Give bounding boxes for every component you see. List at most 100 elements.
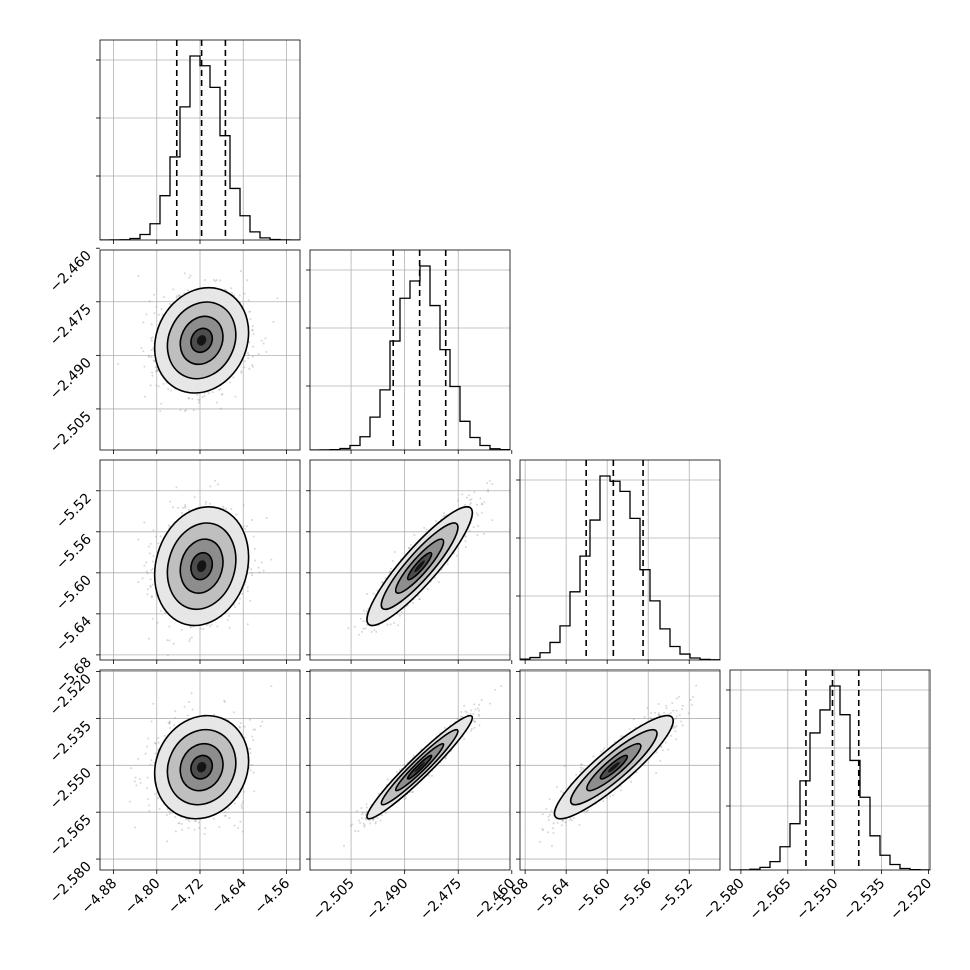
scatter-point	[147, 637, 150, 640]
scatter-point	[153, 312, 156, 315]
scatter-point	[184, 409, 187, 412]
scatter-point	[248, 310, 251, 313]
scatter-point	[214, 280, 217, 283]
scatter-point	[250, 571, 253, 574]
scatter-point	[423, 526, 426, 529]
scatter-point	[187, 397, 190, 400]
scatter-point	[247, 354, 250, 357]
scatter-point	[231, 292, 234, 295]
scatter-point	[152, 702, 155, 705]
scatter-point	[218, 388, 221, 391]
density-level-4	[196, 335, 207, 346]
scatter-point	[181, 828, 184, 831]
y-tick-label: −5.60	[53, 572, 95, 614]
scatter-point	[203, 278, 206, 281]
scatter-point	[179, 409, 182, 412]
contour-3	[190, 551, 214, 581]
scatter-point	[116, 363, 119, 366]
y-tick-label: −2.475	[47, 301, 95, 349]
scatter-point	[372, 592, 375, 595]
scatter-point	[246, 590, 249, 593]
scatter-point	[180, 511, 183, 514]
scatter-point	[163, 734, 166, 737]
scatter-point	[174, 716, 177, 719]
contour-2	[179, 538, 224, 594]
scatter-point	[168, 639, 171, 642]
scatter-point	[157, 737, 160, 740]
scatter-point	[216, 625, 219, 628]
scatter-point	[365, 610, 368, 613]
scatter-point	[159, 535, 162, 538]
contour-0	[153, 286, 250, 394]
panel-frame	[309, 459, 511, 661]
scatter-point	[151, 567, 154, 570]
scatter-point	[180, 628, 183, 631]
scatter-point	[242, 525, 245, 528]
scatter-point	[419, 598, 422, 601]
scatter-point	[219, 279, 222, 282]
scatter-point	[240, 370, 243, 373]
scatter-point	[476, 533, 479, 536]
scatter-point	[455, 554, 458, 557]
scatter-point	[217, 483, 220, 486]
scatter-point	[137, 538, 140, 541]
scatter-point	[270, 558, 273, 561]
scatter-point	[443, 512, 446, 515]
scatter-point	[481, 503, 484, 506]
scatter-point	[150, 323, 153, 326]
scatter-point	[457, 499, 460, 502]
scatter-point	[155, 305, 158, 308]
scatter-point	[251, 329, 254, 332]
scatter-point	[138, 778, 141, 781]
scatter-point	[149, 384, 152, 387]
scatter-point	[249, 752, 252, 755]
scatter-point	[177, 506, 180, 509]
scatter-point	[220, 393, 223, 396]
scatter-point	[213, 278, 216, 281]
scatter-point	[211, 391, 214, 394]
scatter-point	[146, 572, 149, 575]
scatter-point	[276, 297, 279, 300]
scatter-point	[172, 642, 175, 645]
scatter-point	[409, 544, 412, 547]
scatter-point	[381, 581, 384, 584]
y-tick-label: −5.64	[53, 613, 95, 655]
scatter-point	[251, 518, 254, 521]
scatter-point	[254, 559, 257, 562]
scatter-point	[433, 576, 436, 579]
contour-2	[394, 538, 445, 594]
scatter-point	[251, 355, 254, 358]
scatter-point	[145, 570, 148, 573]
scatter-point	[155, 368, 158, 371]
contour-1	[166, 301, 237, 380]
scatter-point	[418, 598, 421, 601]
scatter-point	[194, 820, 197, 823]
scatter-point	[260, 339, 263, 342]
panel-content	[310, 460, 510, 660]
scatter-point	[186, 714, 189, 717]
scatter-point	[150, 349, 153, 352]
scatter-point	[151, 617, 154, 620]
scatter-point	[129, 800, 132, 803]
scatter-point	[174, 816, 177, 819]
scatter-point	[146, 776, 149, 779]
scatter-point	[209, 625, 212, 628]
scatter-point	[154, 535, 157, 538]
scatter-point	[188, 640, 191, 643]
scatter-point	[219, 388, 222, 391]
scatter-point	[252, 535, 255, 538]
scatter-point	[464, 503, 467, 506]
density-level-4	[414, 560, 425, 573]
scatter-point	[358, 633, 361, 636]
density-level-4	[196, 560, 207, 573]
scatter-point	[178, 294, 181, 297]
scatter-point	[202, 627, 205, 630]
scatter-point	[251, 574, 254, 577]
scatter-point	[198, 399, 201, 402]
scatter-point	[251, 325, 254, 328]
scatter-point	[149, 542, 152, 545]
scatter-point	[157, 542, 160, 545]
scatter-point	[169, 500, 172, 503]
scatter-point	[156, 621, 159, 624]
scatter-point	[361, 630, 364, 633]
